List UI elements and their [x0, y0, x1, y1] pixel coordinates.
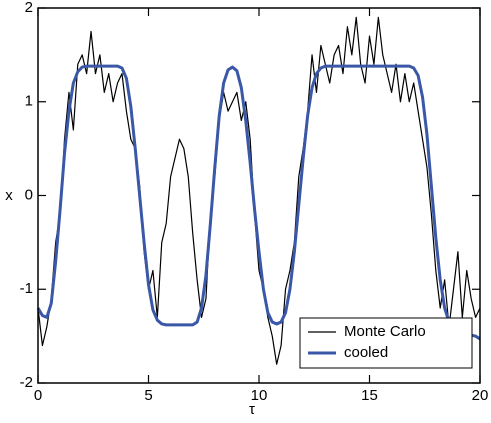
y-tick-label: 2: [25, 0, 33, 16]
x-tick-label: 10: [251, 387, 268, 404]
series-line: [36, 64, 481, 341]
y-tick-label: 0: [25, 186, 33, 203]
legend-label: Monte Carlo: [344, 323, 426, 340]
legend-box: [299, 317, 473, 369]
x-tick-label: 5: [144, 387, 152, 404]
x-tick-label: 15: [361, 387, 378, 404]
x-tick-label: 0: [34, 387, 42, 404]
y-tick-label: -1: [20, 280, 33, 297]
x-axis-label: τ: [249, 401, 255, 418]
y-axis-label: x: [5, 187, 13, 204]
y-tick-label: -2: [20, 374, 33, 391]
series-line: [37, 16, 481, 365]
legend-label: cooled: [344, 344, 388, 361]
y-tick-label: 1: [25, 93, 33, 110]
x-tick-label: 20: [472, 387, 489, 404]
